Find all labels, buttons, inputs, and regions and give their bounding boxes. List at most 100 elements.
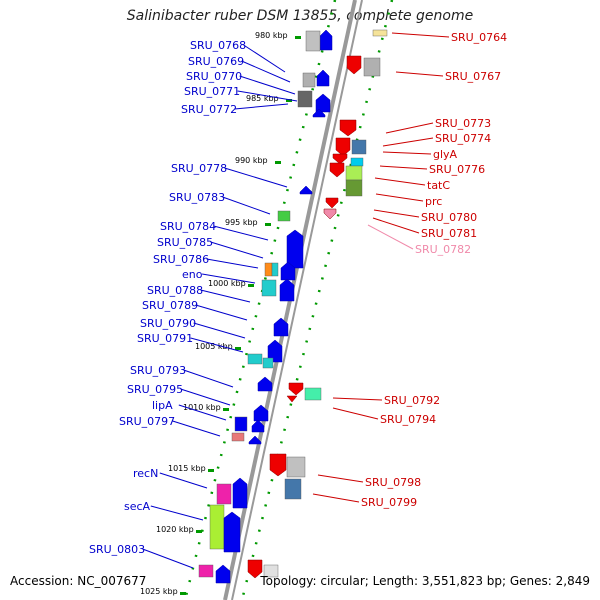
gene-arrow bbox=[332, 153, 348, 165]
gene-arrow bbox=[335, 137, 351, 157]
gene-box bbox=[209, 504, 225, 550]
gene-label-connector bbox=[239, 75, 296, 95]
gene-label-connector bbox=[172, 420, 221, 437]
gene-label-connector bbox=[372, 217, 420, 234]
gene-arrow bbox=[279, 278, 295, 302]
gene-label-left: SRU_0768 bbox=[190, 39, 246, 52]
gene-arrow bbox=[248, 435, 262, 445]
gene-box bbox=[231, 432, 245, 442]
gene-label-left: SRU_0788 bbox=[147, 284, 203, 297]
gene-arrow bbox=[267, 339, 283, 363]
gene-arrow bbox=[286, 229, 304, 269]
gene-box bbox=[351, 139, 367, 155]
gene-label-connector bbox=[202, 273, 256, 284]
gene-box bbox=[284, 478, 302, 500]
gene-arrow bbox=[269, 453, 287, 477]
gene-label-connector bbox=[190, 337, 244, 353]
kbp-mark-tick bbox=[265, 223, 271, 226]
gene-label-left: SRU_0769 bbox=[188, 55, 244, 68]
kbp-mark-tick bbox=[295, 36, 301, 39]
gene-box bbox=[345, 165, 363, 181]
gene-box bbox=[216, 483, 232, 505]
backbone-line-2 bbox=[231, 0, 363, 600]
gene-arrow bbox=[315, 93, 331, 113]
gene-arrow bbox=[288, 382, 304, 396]
gene-arrow bbox=[273, 317, 289, 337]
gene-label-connector bbox=[195, 304, 248, 321]
gene-label-connector bbox=[178, 404, 227, 421]
gene-box bbox=[350, 157, 364, 167]
gene-box bbox=[302, 72, 316, 88]
gene-label-connector bbox=[159, 472, 208, 489]
kbp-mark-label: 980 kbp bbox=[255, 31, 288, 40]
gene-box bbox=[234, 416, 248, 432]
gene-label-connector bbox=[210, 241, 264, 259]
gene-label-connector bbox=[395, 71, 444, 77]
gene-arrow bbox=[299, 185, 313, 195]
gene-box bbox=[297, 90, 313, 108]
gene-arrow bbox=[286, 395, 298, 403]
gene-label-left: SRU_0783 bbox=[169, 191, 225, 204]
gene-label-connector bbox=[206, 258, 259, 269]
genome-summary: Topology: circular; Length: 3,551,823 bp… bbox=[260, 574, 590, 588]
gene-label-connector bbox=[367, 224, 414, 250]
gene-label-connector bbox=[150, 505, 204, 521]
gene-label-right: SRU_0794 bbox=[380, 413, 436, 426]
gene-label-left: SRU_0803 bbox=[89, 543, 145, 556]
gene-arrow bbox=[232, 477, 248, 509]
ruler-line-right-outer bbox=[240, 0, 394, 600]
gene-label-right: SRU_0798 bbox=[365, 476, 421, 489]
gene-arrow bbox=[346, 55, 362, 75]
gene-label-right: prc bbox=[425, 195, 442, 208]
gene-label-right: SRU_0774 bbox=[435, 132, 491, 145]
gene-arrow bbox=[316, 69, 330, 87]
gene-arrow bbox=[280, 261, 296, 281]
gene-arrow bbox=[319, 29, 333, 51]
gene-arrow bbox=[312, 108, 326, 118]
gene-label-connector bbox=[193, 322, 246, 339]
gene-box bbox=[286, 456, 306, 478]
kbp-mark-tick bbox=[196, 530, 202, 533]
gene-arrow bbox=[223, 511, 241, 553]
gene-label-connector bbox=[317, 474, 364, 483]
gene-label-connector bbox=[222, 196, 271, 215]
kbp-mark-tick bbox=[275, 161, 281, 164]
gene-label-left: SRU_0778 bbox=[171, 162, 227, 175]
gene-label-left: SRU_0790 bbox=[140, 317, 196, 330]
gene-arrow bbox=[247, 559, 263, 579]
gene-label-connector bbox=[374, 177, 426, 186]
gene-label-right: SRU_0780 bbox=[421, 211, 477, 224]
gene-box bbox=[345, 179, 363, 197]
gene-box bbox=[305, 30, 321, 52]
gene-box bbox=[277, 210, 291, 222]
map-title: Salinibacter ruber DSM 13855, complete g… bbox=[126, 8, 474, 24]
kbp-mark-label: 995 kbp bbox=[225, 218, 258, 227]
gene-label-right: SRU_0792 bbox=[384, 394, 440, 407]
gene-label-connector bbox=[382, 151, 432, 155]
gene-label-connector bbox=[237, 90, 298, 102]
gene-label-connector bbox=[332, 407, 379, 420]
gene-label-left: eno bbox=[182, 268, 203, 281]
kbp-mark-tick bbox=[180, 592, 186, 595]
gene-label-right: SRU_0799 bbox=[361, 496, 417, 509]
kbp-mark-label: 1000 kbp bbox=[208, 279, 246, 288]
kbp-mark-tick bbox=[286, 99, 292, 102]
gene-box bbox=[271, 262, 279, 277]
gene-arrow bbox=[329, 162, 345, 178]
gene-label-connector bbox=[142, 548, 194, 569]
gene-box bbox=[247, 353, 263, 365]
accession-label: Accession: NC_007677 bbox=[10, 574, 147, 588]
kbp-mark-label: 990 kbp bbox=[235, 156, 268, 165]
gene-arrow bbox=[339, 119, 357, 137]
gene-arrow bbox=[325, 197, 339, 209]
gene-label-connector bbox=[375, 193, 424, 202]
gene-label-connector bbox=[200, 289, 251, 303]
gene-box bbox=[304, 387, 322, 401]
gene-label-connector bbox=[224, 167, 288, 188]
gene-label-right: glyA bbox=[433, 148, 458, 161]
gene-label-left: secA bbox=[124, 500, 151, 513]
kbp-mark-tick bbox=[235, 347, 241, 350]
gene-label-left: SRU_0785 bbox=[157, 236, 213, 249]
gene-label-connector bbox=[243, 44, 286, 73]
